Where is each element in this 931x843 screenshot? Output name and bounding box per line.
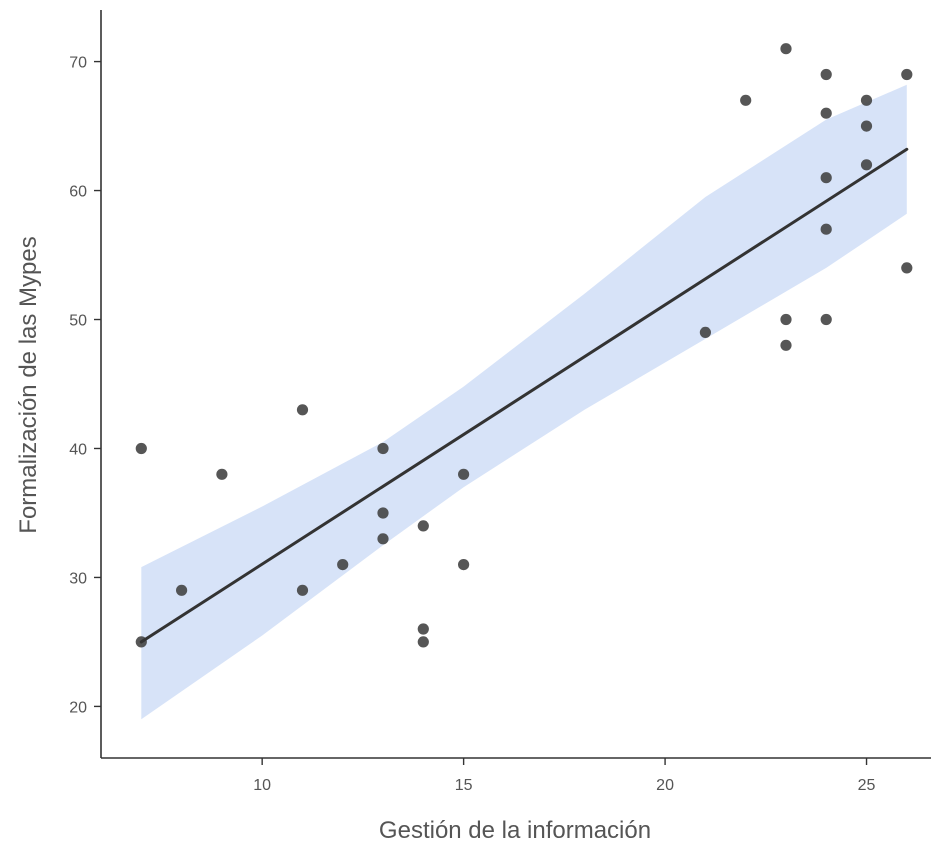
data-point — [860, 94, 873, 106]
data-point — [135, 442, 147, 455]
data-point — [458, 468, 470, 480]
data-point — [780, 339, 792, 351]
data-point — [820, 223, 832, 235]
data-points-layer — [135, 43, 913, 648]
data-point — [860, 159, 873, 171]
x-tick-label: 15 — [455, 777, 473, 794]
data-point — [458, 559, 470, 571]
data-point — [820, 172, 832, 184]
confidence-band-layer — [141, 84, 907, 720]
regression-line-layer — [139, 147, 909, 644]
data-point — [417, 623, 429, 635]
data-point — [377, 507, 389, 519]
data-point — [296, 404, 309, 416]
data-point — [216, 468, 228, 480]
data-point — [740, 94, 752, 106]
y-tick-label: 40 — [69, 441, 87, 458]
regression-line — [139, 147, 909, 644]
y-tick-label: 70 — [69, 55, 87, 72]
x-tick-label: 20 — [656, 777, 674, 794]
data-point — [377, 442, 389, 455]
x-tick-label: 25 — [858, 777, 876, 794]
data-point — [296, 584, 309, 596]
data-point — [780, 43, 792, 55]
y-tick-label: 50 — [69, 313, 87, 330]
x-tick-label: 10 — [253, 777, 271, 794]
y-tick-label: 60 — [69, 184, 87, 201]
y-tick-label: 30 — [69, 570, 87, 587]
data-point — [176, 584, 188, 596]
y-axis-title: Formalización de las Mypes — [15, 236, 42, 533]
data-point — [417, 520, 429, 532]
axes — [100, 10, 931, 759]
y-tick-label: 20 — [69, 699, 87, 716]
data-point — [820, 313, 832, 326]
data-point — [337, 559, 349, 571]
data-point — [860, 120, 873, 132]
data-point — [377, 533, 389, 545]
data-point — [780, 313, 792, 326]
data-point — [901, 68, 913, 81]
x-axis-ticks: 10 15 20 25 — [253, 758, 876, 794]
data-point — [820, 68, 832, 81]
x-axis-title: Gestión de la información — [379, 817, 651, 843]
data-point — [901, 262, 913, 274]
data-point — [699, 326, 712, 338]
data-point — [417, 636, 429, 648]
y-axis-ticks: 20 30 40 50 60 70 — [69, 55, 101, 716]
data-point — [820, 107, 832, 119]
confidence-band — [141, 84, 907, 720]
